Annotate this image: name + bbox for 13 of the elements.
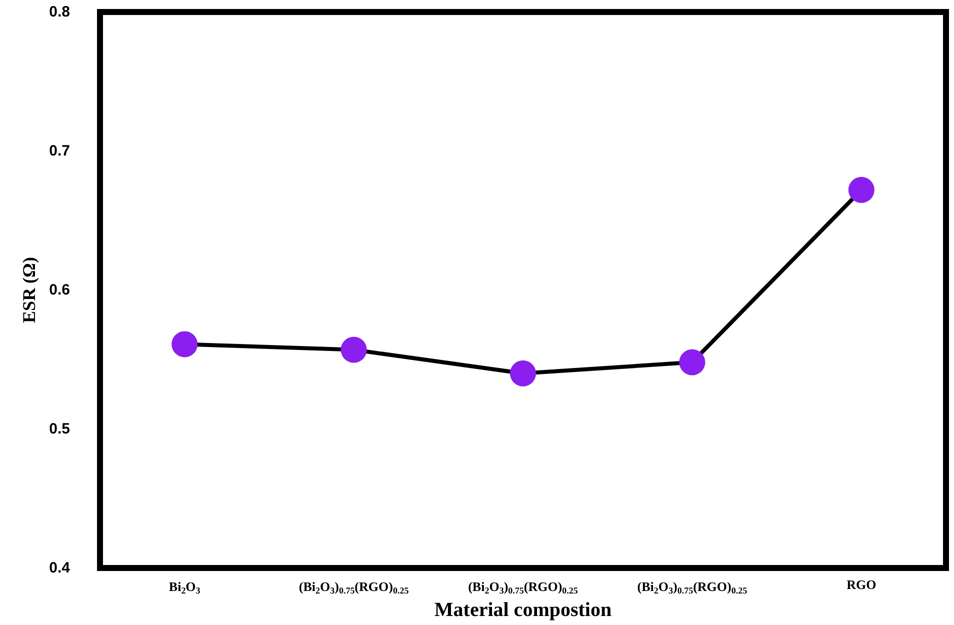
- x-tick-label: RGO: [846, 577, 876, 592]
- x-axis-title: Material compostion: [434, 599, 612, 621]
- y-tick-label: 0.8: [49, 4, 70, 20]
- y-axis-title: ESR (Ω): [19, 257, 39, 323]
- point: [679, 349, 706, 376]
- y-tick-label: 0.6: [49, 282, 70, 298]
- point: [848, 176, 874, 203]
- point: [340, 336, 367, 363]
- y-tick-label: 0.4: [49, 560, 71, 576]
- y-tick-label: 0.7: [49, 142, 70, 160]
- y-tick-label: 0.5: [49, 420, 70, 438]
- point: [510, 360, 536, 386]
- point: [172, 331, 198, 358]
